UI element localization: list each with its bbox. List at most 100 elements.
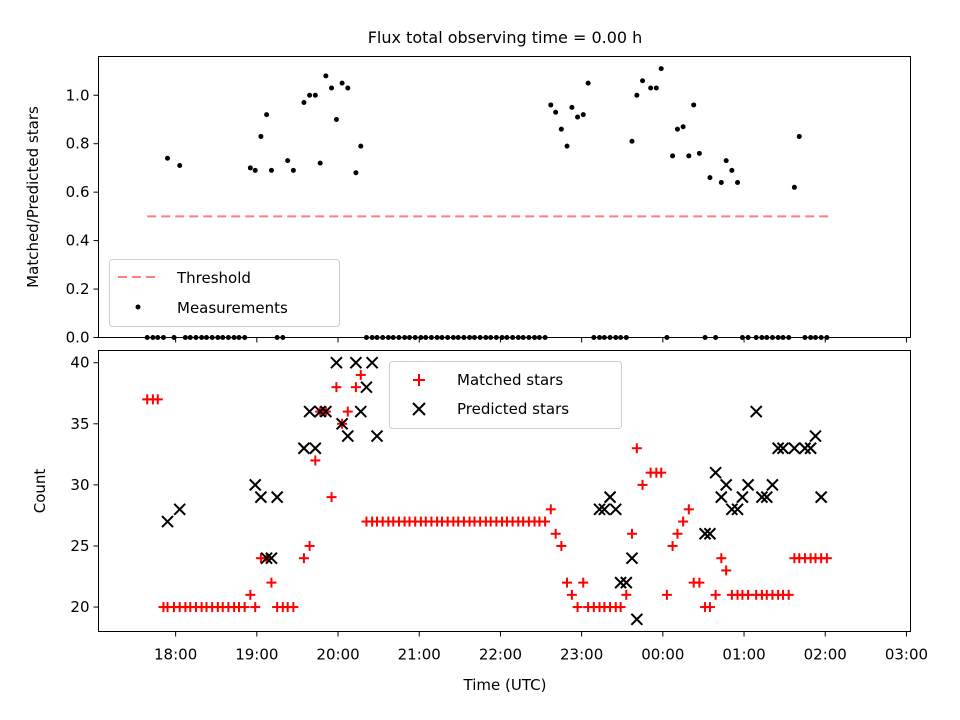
matched-star-point [304, 540, 315, 551]
measurement-point [680, 124, 686, 130]
predicted-star-point [173, 503, 186, 516]
predicted-star-point [365, 356, 379, 369]
bottom-legend-box [389, 361, 622, 429]
predicted-star-point [625, 551, 639, 565]
predicted-star-point [313, 405, 327, 418]
matched-star-point [245, 589, 256, 600]
measurement-point [363, 335, 369, 340]
bottom-legend: Matched stars Predicted stars [389, 361, 622, 429]
measurement-point [786, 335, 792, 340]
x-tick-label: 00:00 [641, 646, 684, 664]
predicted-star-point [776, 442, 790, 455]
bottom-y-axis-label: Count [31, 469, 49, 514]
x-tick-label: 01:00 [722, 646, 765, 664]
predicted-star-point [335, 417, 349, 431]
bottom-y-ticks: 20 25 30 35 40 [70, 354, 99, 616]
x-tick-label: 19:00 [235, 646, 278, 664]
measurement-point [434, 335, 440, 340]
measurement-point [601, 335, 607, 340]
measurement-point [268, 167, 274, 173]
top-y-tick-label: 0.8 [66, 135, 90, 153]
measurement-point [418, 335, 424, 340]
matched-star-point [288, 602, 299, 613]
measurement-point [504, 335, 510, 340]
measurement-point [477, 335, 483, 340]
measurement-point [165, 155, 171, 161]
measurement-point [380, 335, 386, 340]
predicted-star-point [736, 490, 749, 504]
top-y-tick-label: 0.2 [66, 280, 90, 298]
measurement-point [385, 335, 391, 340]
legend-measurements-swatch [135, 304, 141, 310]
top-y-tick-label: 0.4 [66, 232, 90, 250]
measurement-point [493, 335, 499, 340]
matched-star-point [631, 443, 642, 454]
predicted-star-point [798, 442, 812, 455]
bottom-x-ticks: 18:00 19:00 20:00 21:00 22:00 23:00 00:00 01:00… [154, 631, 928, 664]
predicted-star-point [265, 551, 278, 565]
measurement-point [520, 335, 526, 340]
matched-star-point [704, 602, 715, 613]
matched-star-point [556, 540, 567, 551]
measurement-point [231, 335, 237, 340]
matched-star-point [566, 589, 577, 600]
measurement-point [670, 153, 676, 159]
measurement-point [290, 167, 296, 173]
measurement-point [182, 335, 188, 340]
top-y-ticks: 0.0 0.2 0.4 0.6 0.8 1.0 [66, 86, 99, 347]
measurement-point [515, 335, 521, 340]
measurement-point [215, 335, 221, 340]
matched-star-point [615, 602, 626, 613]
predicted-star-point [370, 429, 384, 443]
predicted-star-point [715, 490, 728, 504]
predicted-star-point [741, 478, 755, 492]
measurement-point [155, 335, 161, 340]
predicted-star-point [788, 442, 801, 455]
measurement-point [585, 80, 591, 86]
measurement-point [713, 335, 719, 340]
measurement-point [702, 335, 708, 340]
measurement-point [160, 335, 166, 340]
predicted-star-point [270, 490, 284, 504]
measurement-point [510, 335, 516, 340]
measurement-point [759, 335, 765, 340]
top-legend: Threshold Measurements [109, 259, 340, 327]
x-tick-label: 21:00 [398, 646, 441, 664]
matched-star-point [621, 589, 632, 600]
measurement-point [177, 163, 183, 169]
predicted-star-point [771, 442, 785, 455]
predicted-star-point [750, 405, 763, 418]
measurement-point [353, 170, 359, 176]
measurement-point [658, 66, 664, 72]
bottom-y-tick-label: 20 [70, 598, 89, 616]
predicted-star-point [309, 442, 322, 455]
measurement-point [775, 335, 781, 340]
measurement-point [455, 335, 461, 340]
measurement-point [312, 92, 318, 98]
matched-star-point [716, 553, 727, 564]
measurement-point [707, 175, 713, 181]
matched-star-point [710, 589, 721, 600]
legend-predicted-swatch [412, 402, 426, 416]
measurement-point [264, 112, 270, 118]
predicted-star-point [814, 490, 828, 504]
measurement-point [629, 138, 635, 144]
measurement-point [345, 85, 351, 91]
matched-star-point [683, 504, 694, 515]
predicted-star-point [766, 478, 779, 492]
measurement-point [488, 335, 494, 340]
bottom-y-tick-label: 25 [70, 537, 89, 555]
predicted-star-point [703, 527, 717, 540]
measurement-point [729, 167, 735, 173]
top-y-tick-label: 0.6 [66, 183, 90, 201]
predicted-star-point [760, 490, 773, 504]
matched-star-point [250, 602, 261, 613]
measurement-point [607, 335, 613, 340]
matched-star-point [342, 406, 353, 417]
predicted-star-point [698, 527, 712, 540]
chart-title: Flux total observing time = 0.00 h [368, 28, 643, 47]
measurement-point [329, 85, 335, 91]
matched-star-point [626, 528, 637, 539]
measurement-point [623, 335, 629, 340]
